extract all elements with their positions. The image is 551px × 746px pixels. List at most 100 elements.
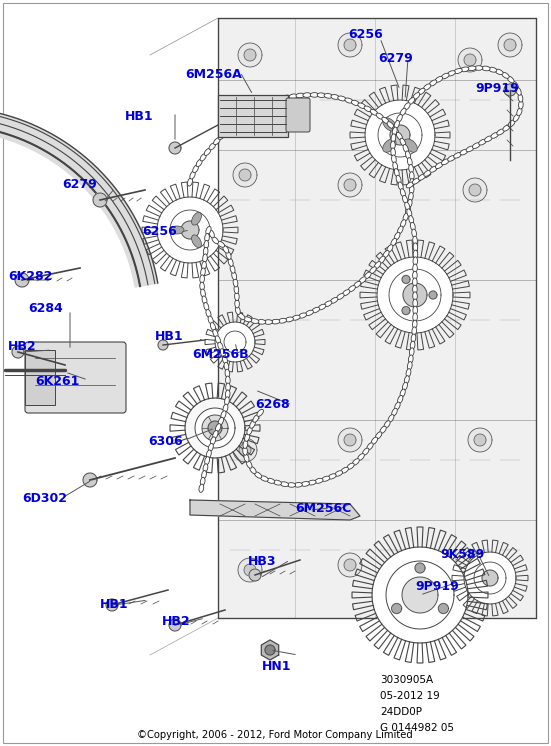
- Polygon shape: [195, 408, 235, 448]
- Ellipse shape: [262, 101, 271, 106]
- Text: 24DD0P: 24DD0P: [380, 707, 422, 717]
- Ellipse shape: [404, 103, 410, 110]
- Polygon shape: [238, 43, 262, 67]
- Ellipse shape: [215, 336, 220, 344]
- Ellipse shape: [359, 277, 366, 283]
- Ellipse shape: [223, 404, 228, 413]
- Polygon shape: [464, 552, 516, 604]
- Text: HB2: HB2: [162, 615, 191, 628]
- Ellipse shape: [395, 232, 400, 240]
- Ellipse shape: [193, 165, 198, 173]
- Text: G 0144982 05: G 0144982 05: [380, 723, 454, 733]
- Ellipse shape: [305, 310, 314, 316]
- Ellipse shape: [392, 408, 397, 416]
- Ellipse shape: [410, 341, 415, 349]
- Ellipse shape: [403, 145, 408, 152]
- Ellipse shape: [244, 317, 252, 322]
- Ellipse shape: [392, 127, 398, 134]
- Ellipse shape: [400, 389, 405, 397]
- Ellipse shape: [398, 395, 403, 404]
- Polygon shape: [338, 33, 362, 57]
- Ellipse shape: [374, 262, 381, 269]
- Ellipse shape: [213, 430, 218, 439]
- Ellipse shape: [273, 480, 282, 485]
- Ellipse shape: [200, 154, 206, 161]
- Polygon shape: [249, 569, 261, 581]
- Ellipse shape: [384, 421, 390, 428]
- Polygon shape: [464, 54, 476, 66]
- Ellipse shape: [413, 243, 418, 251]
- Ellipse shape: [280, 482, 289, 486]
- Ellipse shape: [250, 107, 257, 112]
- Ellipse shape: [466, 146, 474, 151]
- FancyBboxPatch shape: [286, 98, 310, 132]
- Ellipse shape: [407, 157, 412, 166]
- Ellipse shape: [338, 96, 346, 101]
- Polygon shape: [415, 563, 425, 573]
- Ellipse shape: [210, 437, 215, 445]
- Ellipse shape: [430, 166, 437, 172]
- Ellipse shape: [202, 261, 206, 270]
- Ellipse shape: [370, 110, 378, 116]
- Ellipse shape: [289, 94, 298, 98]
- Ellipse shape: [380, 426, 386, 433]
- Ellipse shape: [409, 172, 414, 180]
- Ellipse shape: [401, 189, 406, 197]
- Ellipse shape: [225, 397, 229, 405]
- Ellipse shape: [479, 140, 487, 145]
- Ellipse shape: [218, 417, 224, 425]
- Ellipse shape: [413, 299, 418, 307]
- Polygon shape: [474, 562, 506, 594]
- Ellipse shape: [269, 98, 277, 104]
- Ellipse shape: [412, 178, 420, 184]
- Ellipse shape: [472, 142, 480, 148]
- Ellipse shape: [413, 285, 417, 293]
- Ellipse shape: [328, 474, 336, 479]
- Ellipse shape: [200, 282, 204, 290]
- Polygon shape: [0, 107, 158, 287]
- Ellipse shape: [406, 206, 410, 214]
- Text: HB1: HB1: [125, 110, 154, 123]
- Ellipse shape: [238, 313, 245, 319]
- Ellipse shape: [388, 415, 394, 422]
- Ellipse shape: [337, 294, 344, 299]
- Polygon shape: [372, 547, 468, 643]
- Ellipse shape: [514, 114, 519, 122]
- Text: HB2: HB2: [8, 340, 36, 353]
- Ellipse shape: [282, 95, 290, 100]
- Ellipse shape: [203, 464, 208, 472]
- Text: 6M256A: 6M256A: [185, 68, 242, 81]
- Ellipse shape: [213, 330, 218, 337]
- Ellipse shape: [208, 443, 213, 451]
- Ellipse shape: [204, 302, 209, 310]
- Ellipse shape: [257, 319, 266, 325]
- Ellipse shape: [391, 148, 396, 157]
- Ellipse shape: [352, 459, 359, 466]
- Polygon shape: [344, 559, 356, 571]
- Ellipse shape: [301, 482, 310, 486]
- Ellipse shape: [294, 483, 302, 487]
- Polygon shape: [181, 221, 199, 239]
- Ellipse shape: [383, 251, 389, 258]
- Ellipse shape: [192, 235, 202, 248]
- Polygon shape: [469, 184, 481, 196]
- Ellipse shape: [387, 122, 394, 128]
- Ellipse shape: [257, 410, 263, 416]
- Ellipse shape: [228, 122, 234, 129]
- Ellipse shape: [397, 114, 402, 122]
- Ellipse shape: [424, 170, 431, 176]
- Ellipse shape: [363, 448, 369, 455]
- Ellipse shape: [410, 222, 415, 231]
- Ellipse shape: [364, 106, 372, 112]
- Polygon shape: [244, 564, 256, 576]
- Polygon shape: [474, 434, 486, 446]
- Text: 3030905A: 3030905A: [380, 675, 433, 685]
- Ellipse shape: [253, 415, 259, 422]
- Ellipse shape: [276, 97, 284, 101]
- Ellipse shape: [367, 443, 373, 450]
- Ellipse shape: [395, 402, 400, 410]
- Ellipse shape: [218, 342, 223, 350]
- Polygon shape: [504, 39, 516, 51]
- Ellipse shape: [212, 236, 219, 244]
- Polygon shape: [402, 307, 410, 315]
